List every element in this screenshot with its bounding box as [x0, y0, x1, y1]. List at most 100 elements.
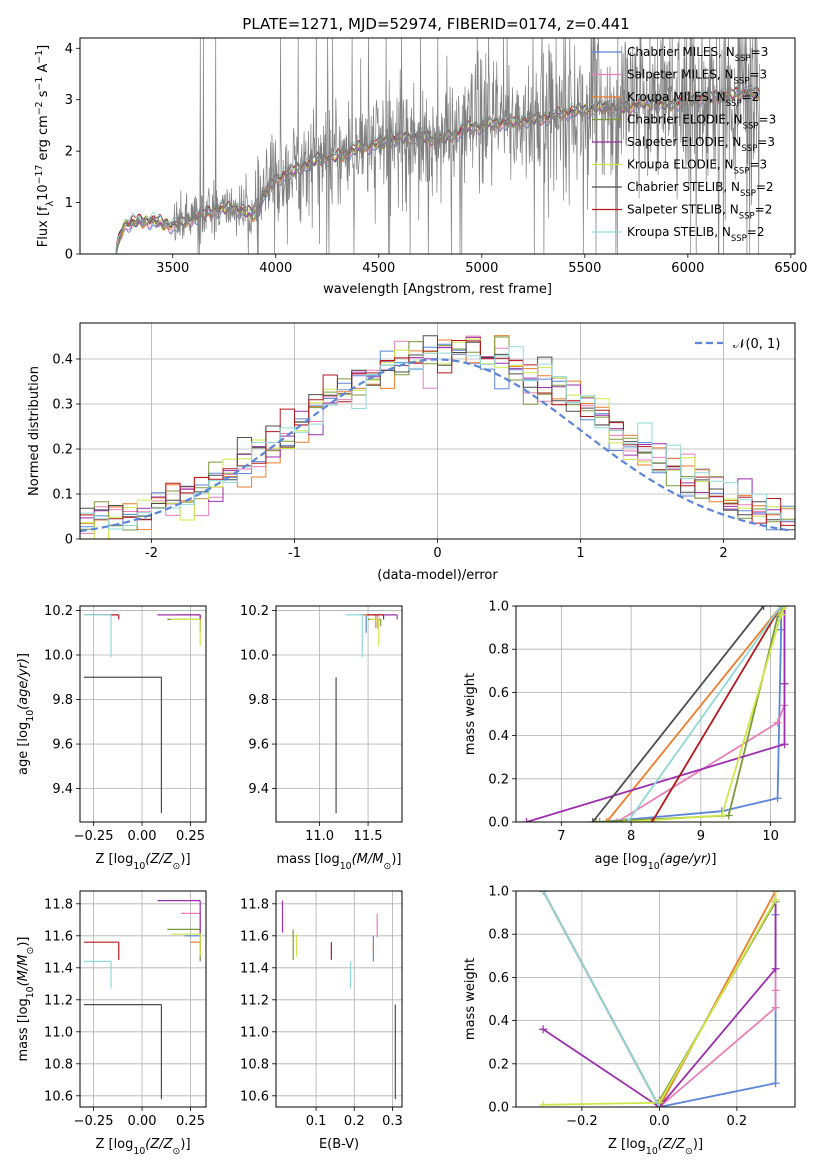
- label-part: 10: [25, 710, 36, 722]
- weight-point: [717, 811, 726, 820]
- y-tick-label: 11.4: [44, 961, 73, 976]
- label-part: ]: [711, 852, 716, 867]
- label-part: age [log: [595, 852, 648, 867]
- label-part: ⊙: [173, 861, 181, 872]
- y-tick-label: 0.0: [488, 816, 509, 831]
- weight-line: [542, 891, 661, 1107]
- weight-point: [780, 740, 789, 749]
- x-tick-label: 0.00: [128, 829, 157, 844]
- y-tick-label: 10.8: [240, 1057, 269, 1072]
- y-tick-label: 0.0: [488, 1101, 509, 1116]
- label-part: −1: [34, 77, 45, 91]
- weight-point: [522, 818, 531, 822]
- y-axis-label: Flux [fλ10−17 erg cm−2 s−1 A−1]: [34, 45, 56, 247]
- axes-frame: [515, 890, 796, 1108]
- x-tick-label: 0.3: [382, 1114, 403, 1129]
- legend-label: 𝒩(0, 1): [733, 337, 780, 352]
- label-part: )]: [693, 1137, 703, 1152]
- weight-point: [773, 718, 782, 727]
- axes-frame: [515, 605, 796, 823]
- label-part: 10: [340, 861, 352, 872]
- x-tick-label: −0.25: [74, 829, 114, 844]
- weight-point: [780, 679, 789, 688]
- x-tick-label: 6500: [774, 261, 807, 276]
- legend-label: Kroupa STELIB, NSSP=2: [627, 225, 765, 244]
- x-axis-label: Z [log10(Z/Z⊙)]: [95, 852, 190, 872]
- y-tick-label: 9.4: [52, 782, 73, 797]
- x-tick-label: 5500: [568, 261, 601, 276]
- label-part: 10: [648, 861, 660, 872]
- y-tick-label: 3: [65, 93, 73, 108]
- y-tick-label: 9.8: [248, 693, 269, 708]
- legend-sub: SSP: [734, 77, 750, 87]
- y-tick-label: 1.0: [488, 600, 509, 615]
- legend-n: =3: [749, 158, 767, 172]
- age-vs-mass-content: [335, 614, 398, 814]
- x-tick-label: 1: [576, 546, 584, 561]
- legend-label: Chabrier MILES, NSSP=3: [627, 45, 768, 64]
- x-tick-label: −0.2: [566, 1114, 598, 1129]
- spectrum-content: [115, 38, 761, 254]
- y-tick-label: 0.6: [488, 686, 509, 701]
- y-tick-label: 10.6: [240, 1089, 269, 1104]
- weight-line: [526, 606, 786, 822]
- x-axis-label: age [log10(age/yr)]: [595, 852, 717, 872]
- x-tick-label: 3500: [156, 261, 189, 276]
- weight-point: [602, 818, 611, 822]
- age-vs-mass-panel: 11.0 11.5 9.4 9.6 9.8 10.0 10.2 mass [log10(M/M…: [240, 604, 403, 872]
- legend-label: Kroupa MILES, NSSP=2: [627, 90, 759, 109]
- y-axis-label: Normed distribution: [27, 366, 42, 496]
- label-part: (Z/Z: [145, 852, 173, 867]
- label-part: −2: [34, 101, 45, 115]
- massweight-vs-age-content: [522, 606, 789, 822]
- label-part: 10: [133, 861, 145, 872]
- weight-point: [588, 818, 597, 822]
- legend-n: =3: [749, 68, 767, 82]
- y-axis-label: mass [log10(M/M⊙)]: [16, 937, 36, 1062]
- weight-point: [773, 794, 782, 803]
- weight-line: [596, 606, 786, 822]
- label-part: 10: [646, 1146, 658, 1157]
- y-tick-label: 0.6: [488, 971, 509, 986]
- weight-point: [771, 1003, 780, 1012]
- x-tick-label: -2: [145, 546, 158, 561]
- y-tick-label: 0.8: [488, 643, 509, 658]
- x-tick-label: 0.1: [306, 1114, 327, 1129]
- legend-model: Chabrier STELIB, N: [627, 180, 740, 194]
- label-part: (age/yr): [16, 658, 31, 710]
- weight-point: [777, 606, 786, 610]
- legend-sub: SSP: [743, 122, 759, 132]
- y-tick-label: 11.0: [44, 1025, 73, 1040]
- residuals-panel: -2 -1 0 1 2 0 0.1 0.2 0.3 0.4 𝒩(0, 1) (data-model)/…: [27, 322, 796, 583]
- legend-n: =2: [755, 203, 773, 217]
- residual-histogram: [80, 335, 795, 531]
- axes-frame: [79, 890, 207, 1108]
- label-part: Z [log: [95, 1137, 133, 1152]
- weight-point: [539, 891, 548, 895]
- legend-label: Kroupa ELODIE, NSSP=3: [627, 158, 767, 177]
- x-tick-label: 11.0: [305, 829, 334, 844]
- legend-model: Salpeter MILES, N: [627, 68, 734, 82]
- residual-histogram: [80, 346, 795, 530]
- weight-point: [623, 818, 632, 822]
- y-tick-label: 1.0: [488, 885, 509, 900]
- weight-line: [543, 891, 777, 1106]
- label-part: Z [log: [95, 852, 133, 867]
- label-part: (M/M: [352, 852, 384, 867]
- weight-point: [620, 818, 629, 822]
- weight-point: [592, 818, 601, 822]
- legend-sub: SSP: [741, 144, 757, 154]
- label-part: Z [log: [608, 1137, 646, 1152]
- y-tick-label: 10.8: [44, 1057, 73, 1072]
- axes-frame: [275, 605, 403, 823]
- legend-label: Salpeter ELODIE, NSSP=3: [627, 135, 775, 154]
- residuals-content: [80, 335, 795, 539]
- x-tick-label: -1: [288, 546, 301, 561]
- weight-point: [771, 964, 780, 973]
- y-tick-label: 0: [65, 533, 73, 548]
- x-tick-label: 8: [627, 829, 635, 844]
- x-tick-label: 0.0: [649, 1114, 670, 1129]
- spectrum-panel: 3500 4000 4500 5000 5500 6000 6500 0 1 2 3 4 Chabrie…: [34, 37, 807, 297]
- figure-title: PLATE=1271, MJD=52974, FIBERID=0174, z=0…: [242, 15, 629, 33]
- y-tick-label: 0.1: [52, 488, 73, 503]
